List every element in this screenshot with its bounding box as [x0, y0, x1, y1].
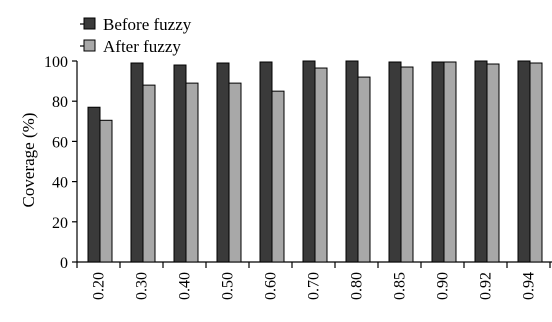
bar-after-fuzzy	[486, 63, 500, 263]
x-tick-label: 0.80	[349, 272, 366, 300]
bar-after-fuzzy	[142, 84, 156, 263]
bar-before-fuzzy	[259, 61, 273, 263]
x-tick-label: 0.60	[263, 272, 280, 300]
legend-label: After fuzzy	[103, 37, 181, 56]
x-tick-label: 0.40	[177, 272, 194, 300]
y-tick-label: 60	[52, 134, 68, 151]
x-axis: 0.20 0.30 0.40 0.50 0.60 0.70 0.80 0.85 0.90 0.92…	[76, 261, 552, 300]
x-tick-label: 0.20	[91, 272, 108, 300]
legend-swatch	[83, 17, 96, 30]
legend-label: Before fuzzy	[103, 15, 192, 34]
y-tick-label: 100	[44, 54, 68, 71]
x-tick-label: 0.30	[134, 272, 151, 300]
bar-after-fuzzy	[228, 82, 242, 263]
y-axis-label: Coverage (%)	[19, 113, 38, 208]
x-tick-label: 0.50	[220, 272, 237, 300]
x-tick-label: 0.70	[306, 272, 323, 300]
bar-after-fuzzy	[99, 119, 113, 263]
bar-before-fuzzy	[388, 61, 402, 263]
bar-before-fuzzy	[216, 62, 230, 263]
bar-after-fuzzy	[443, 61, 457, 263]
bar-before-fuzzy	[130, 62, 144, 263]
x-tick-label: 0.90	[435, 272, 452, 300]
bar-before-fuzzy	[173, 64, 187, 263]
bars	[87, 60, 543, 263]
x-tick-label: 0.85	[392, 272, 409, 300]
y-tick-label: 80	[52, 94, 68, 111]
bar-after-fuzzy	[185, 82, 199, 263]
bar-after-fuzzy	[271, 90, 285, 263]
y-axis: 0 20 40 60 80 100	[44, 54, 78, 272]
y-tick-label: 40	[52, 175, 68, 192]
legend: Before fuzzy After fuzzy	[80, 15, 192, 56]
x-tick-label: 0.94	[521, 272, 538, 300]
bar-after-fuzzy	[357, 76, 371, 263]
bar-after-fuzzy	[400, 66, 414, 263]
y-tick-label: 20	[52, 215, 68, 232]
bar-before-fuzzy	[302, 60, 316, 263]
bar-before-fuzzy	[431, 61, 445, 263]
bar-before-fuzzy	[474, 60, 488, 263]
bar-before-fuzzy	[345, 60, 359, 263]
x-tick-label: 0.92	[478, 272, 495, 300]
y-tick-label: 0	[60, 255, 68, 272]
bar-after-fuzzy	[529, 62, 543, 263]
bar-after-fuzzy	[314, 67, 328, 263]
legend-swatch	[83, 39, 96, 52]
bar-before-fuzzy	[517, 60, 531, 263]
bar-before-fuzzy	[87, 106, 101, 263]
